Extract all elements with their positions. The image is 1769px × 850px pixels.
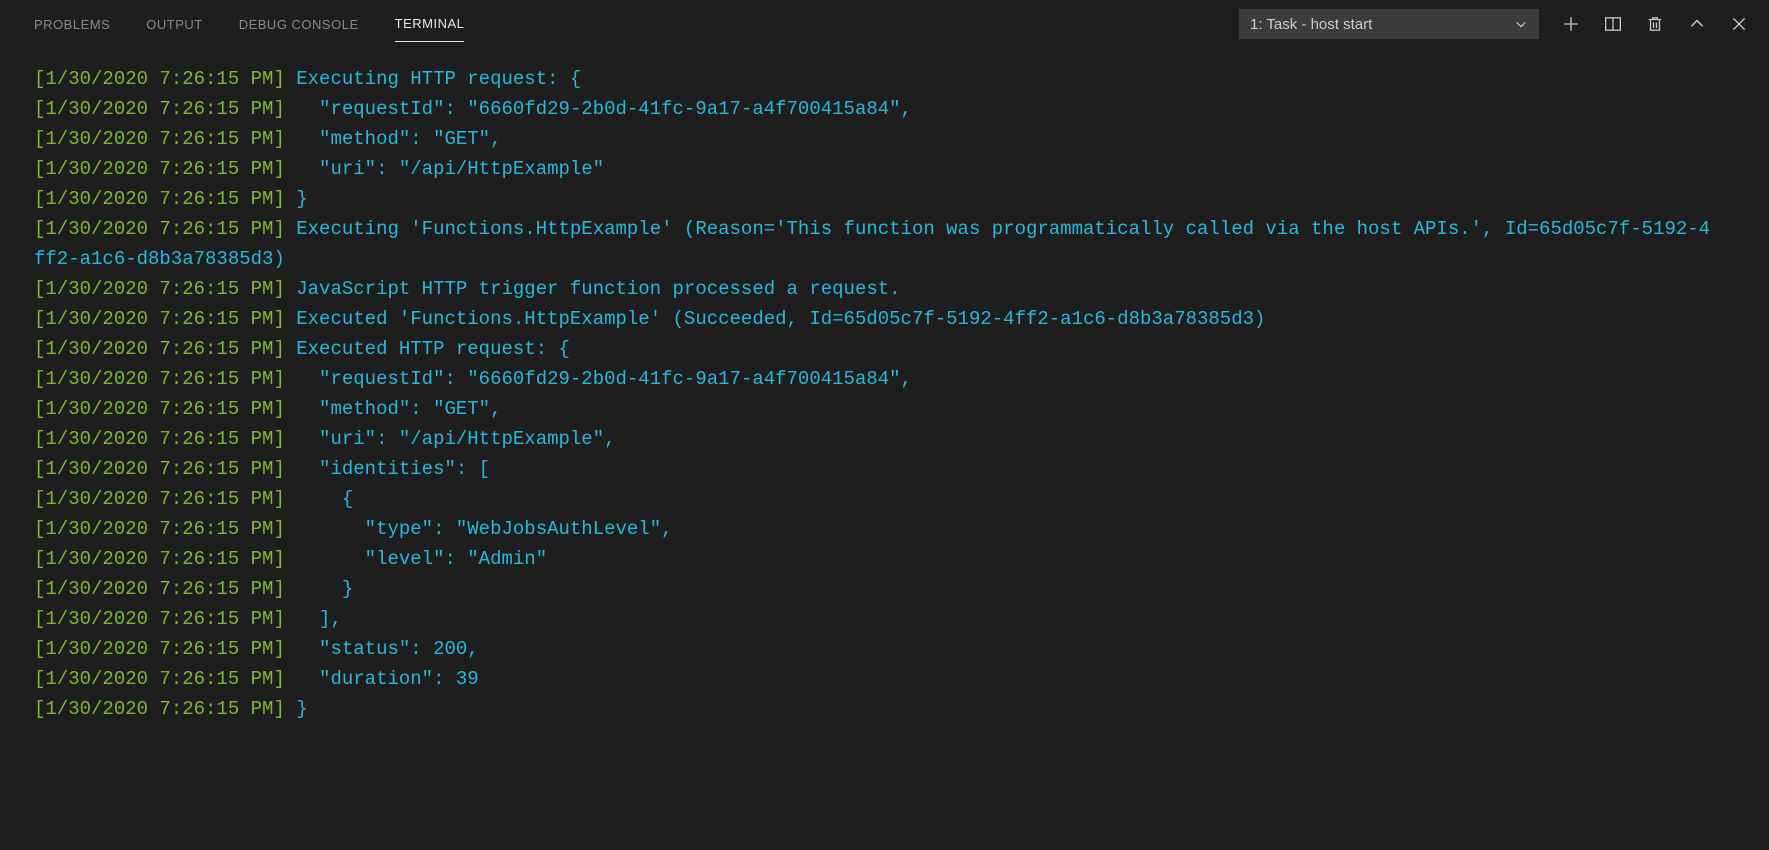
- plus-icon: [1562, 15, 1580, 33]
- new-terminal-button[interactable]: [1561, 14, 1581, 34]
- split-terminal-button[interactable]: [1603, 14, 1623, 34]
- close-icon: [1730, 15, 1748, 33]
- terminal-selector-dropdown[interactable]: 1: Task - host start: [1239, 9, 1539, 39]
- terminal-selector-label: 1: Task - host start: [1250, 16, 1372, 33]
- panel-tabs: PROBLEMS OUTPUT DEBUG CONSOLE TERMINAL: [34, 6, 1239, 42]
- close-panel-button[interactable]: [1729, 14, 1749, 34]
- panel-header: PROBLEMS OUTPUT DEBUG CONSOLE TERMINAL 1…: [0, 0, 1769, 48]
- tab-problems[interactable]: PROBLEMS: [34, 7, 110, 42]
- trash-icon: [1646, 15, 1664, 33]
- tab-debug-console[interactable]: DEBUG CONSOLE: [239, 7, 359, 42]
- chevron-down-icon: [1514, 17, 1528, 31]
- kill-terminal-button[interactable]: [1645, 14, 1665, 34]
- chevron-up-icon: [1688, 15, 1706, 33]
- tab-output[interactable]: OUTPUT: [146, 7, 202, 42]
- maximize-panel-button[interactable]: [1687, 14, 1707, 34]
- split-horizontal-icon: [1604, 15, 1622, 33]
- terminal-output[interactable]: [1/30/2020 7:26:15 PM] Executing HTTP re…: [0, 48, 1720, 724]
- tab-terminal[interactable]: TERMINAL: [395, 6, 465, 42]
- panel-actions: 1: Task - host start: [1239, 9, 1749, 39]
